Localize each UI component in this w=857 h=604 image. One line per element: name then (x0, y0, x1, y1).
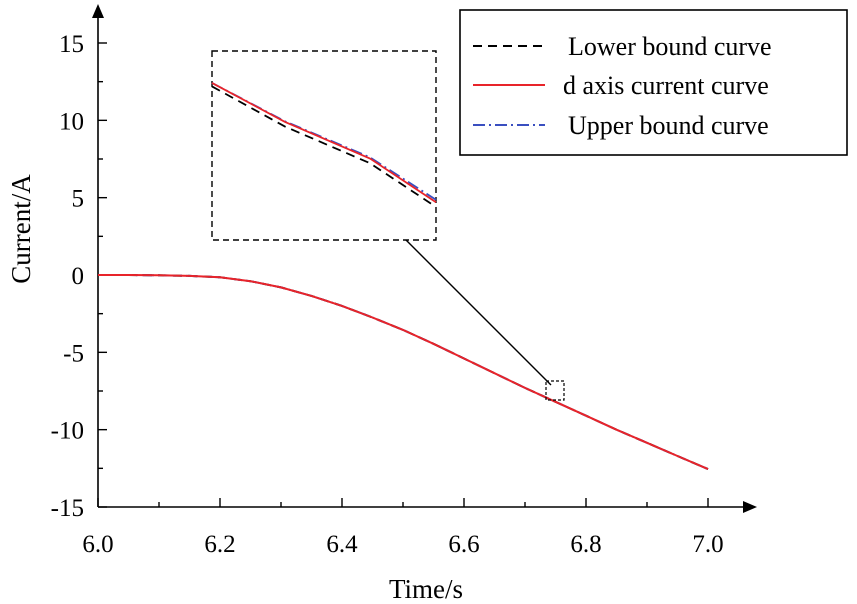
series-line-0 (98, 274, 709, 471)
y-axis-title: Current/A (6, 174, 36, 284)
zoom-layer (211, 50, 565, 401)
y-tick-label: 5 (72, 186, 85, 213)
inset-box (211, 50, 437, 241)
series-line-1 (98, 274, 709, 471)
x-tick-label: 6.4 (326, 531, 358, 558)
inset-series (211, 82, 437, 208)
legend-box (459, 9, 848, 156)
y-tick-label: 10 (59, 108, 84, 135)
x-tick-label: 6.0 (82, 531, 113, 558)
zoom-source-box (545, 380, 565, 401)
x-tick-label: 6.2 (204, 531, 235, 558)
inset-d-axis-line (211, 82, 437, 203)
legend-label-lower: Lower bound curve (568, 32, 772, 61)
series-line-2 (98, 274, 709, 471)
x-tick-label: 6.6 (448, 531, 479, 558)
x-axis-arrow (743, 501, 757, 513)
axes (92, 4, 757, 513)
inset-upper-line (211, 82, 437, 201)
x-tick-label: 7.0 (692, 531, 723, 558)
y-tick-label: 15 (59, 31, 84, 58)
legend: Lower bound curve d axis current curve U… (459, 9, 848, 156)
inset-lower-line (211, 85, 437, 208)
y-tick-label: -5 (63, 340, 84, 367)
legend-label-d-axis: d axis current curve (563, 71, 769, 100)
zoom-connector-line (405, 239, 552, 386)
y-axis-arrow (92, 4, 104, 18)
y-tick-label: 0 (72, 263, 85, 290)
x-tick-label: 6.8 (570, 531, 601, 558)
x-axis-title: Time/s (389, 574, 463, 604)
series-layer (98, 274, 709, 471)
tick-labels: 6.0 6.2 6.4 6.6 6.8 7.0 -15 -10 -5 0 5 10 15 (51, 31, 724, 558)
legend-label-upper: Upper bound curve (568, 111, 769, 140)
y-tick-label: -15 (51, 495, 84, 522)
y-tick-label: -10 (51, 418, 84, 445)
